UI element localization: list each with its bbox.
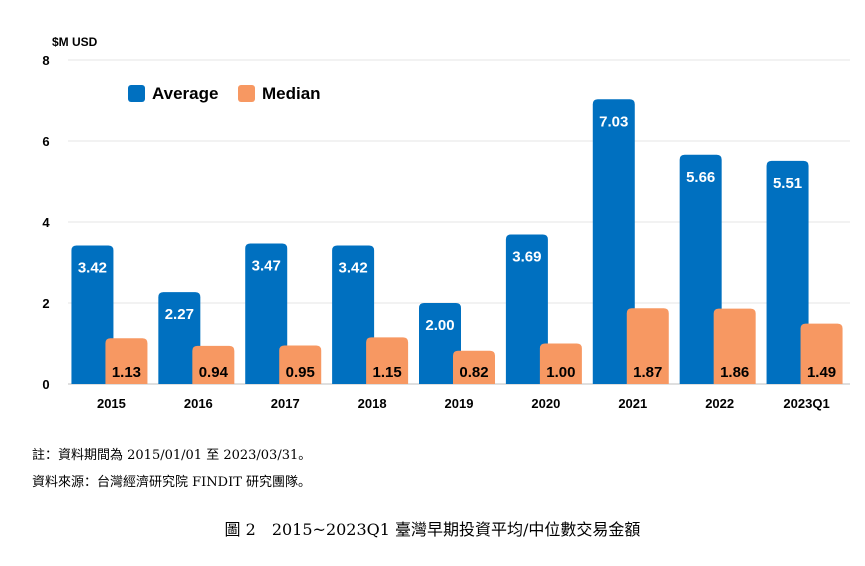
- data-label-median: 0.94: [199, 364, 229, 381]
- y-tick-label: 4: [42, 215, 50, 230]
- bar-median: [279, 345, 322, 384]
- bar-median: [800, 323, 843, 384]
- bar-average: [245, 243, 288, 384]
- data-label-median: 1.87: [633, 364, 662, 381]
- bar-median: [105, 338, 148, 384]
- data-label-median: 1.49: [807, 364, 836, 381]
- data-label-median: 1.00: [546, 364, 575, 381]
- bars: 3.42 1.13 2.27 0.94 3.47 0.95 3.42 1.15 2.00 0.82…: [71, 99, 843, 384]
- data-label-average: 3.42: [78, 259, 107, 276]
- x-tick-label: 2018: [358, 396, 387, 411]
- figure-caption: 圖 2 2015~2023Q1 臺灣早期投資平均/中位數交易金額: [224, 520, 641, 539]
- bar-average: [332, 245, 375, 384]
- bar-median: [539, 343, 582, 384]
- bar-median: [366, 337, 409, 384]
- bar-average: [505, 234, 548, 384]
- bar-average: [766, 160, 809, 384]
- data-label-average: 2.27: [165, 306, 194, 323]
- legend: Average Median: [128, 84, 321, 103]
- x-tick-label: 2023Q1: [783, 396, 829, 411]
- data-source-note: 資料來源：台灣經濟研究院 FINDIT 研究團隊。: [32, 475, 312, 490]
- bar-average: [679, 154, 722, 384]
- data-period-note: 註：資料期間為 2015/01/01 至 2023/03/31。: [32, 448, 312, 463]
- x-tick-label: 2021: [618, 396, 647, 411]
- x-tick-label: 2019: [445, 396, 474, 411]
- bar-median: [453, 350, 495, 384]
- x-tick-label: 2022: [705, 396, 734, 411]
- y-axis-ticks: 0 2 4 6 8: [42, 53, 50, 392]
- y-tick-label: 2: [42, 296, 49, 311]
- legend-swatch-average: [128, 85, 145, 102]
- bar-average: [419, 303, 461, 384]
- x-tick-label: 2017: [271, 396, 300, 411]
- data-label-average: 3.47: [252, 257, 281, 274]
- data-label-average: 3.69: [512, 249, 541, 266]
- data-label-median: 1.13: [112, 364, 141, 381]
- x-axis-ticks: 2015 2016 2017 2018 2019 2020 2021 2022 2023Q1: [97, 396, 830, 411]
- data-label-average: 2.00: [425, 317, 454, 334]
- bar-median: [713, 308, 756, 384]
- y-tick-label: 8: [42, 53, 49, 68]
- y-axis-unit-label: $M USD: [52, 35, 98, 49]
- data-label-average: 5.51: [773, 175, 802, 192]
- bar-average: [592, 99, 635, 384]
- y-tick-label: 6: [42, 134, 49, 149]
- data-label-median: 1.86: [720, 364, 749, 381]
- y-tick-label: 0: [42, 377, 49, 392]
- bar-median: [626, 308, 669, 384]
- data-label-average: 7.03: [599, 113, 628, 130]
- bar-median: [192, 345, 235, 384]
- bar-average: [71, 245, 114, 384]
- legend-swatch-median: [238, 85, 255, 102]
- legend-label-average: Average: [152, 84, 218, 103]
- bar-average: [158, 292, 201, 384]
- data-label-average: 3.42: [339, 259, 368, 276]
- legend-label-median: Median: [262, 84, 321, 103]
- data-label-average: 5.66: [686, 169, 715, 186]
- x-tick-label: 2020: [531, 396, 560, 411]
- data-label-median: 0.95: [286, 364, 315, 381]
- data-label-median: 0.82: [459, 364, 488, 381]
- x-tick-label: 2016: [184, 396, 213, 411]
- data-label-median: 1.15: [373, 364, 402, 381]
- x-tick-label: 2015: [97, 396, 126, 411]
